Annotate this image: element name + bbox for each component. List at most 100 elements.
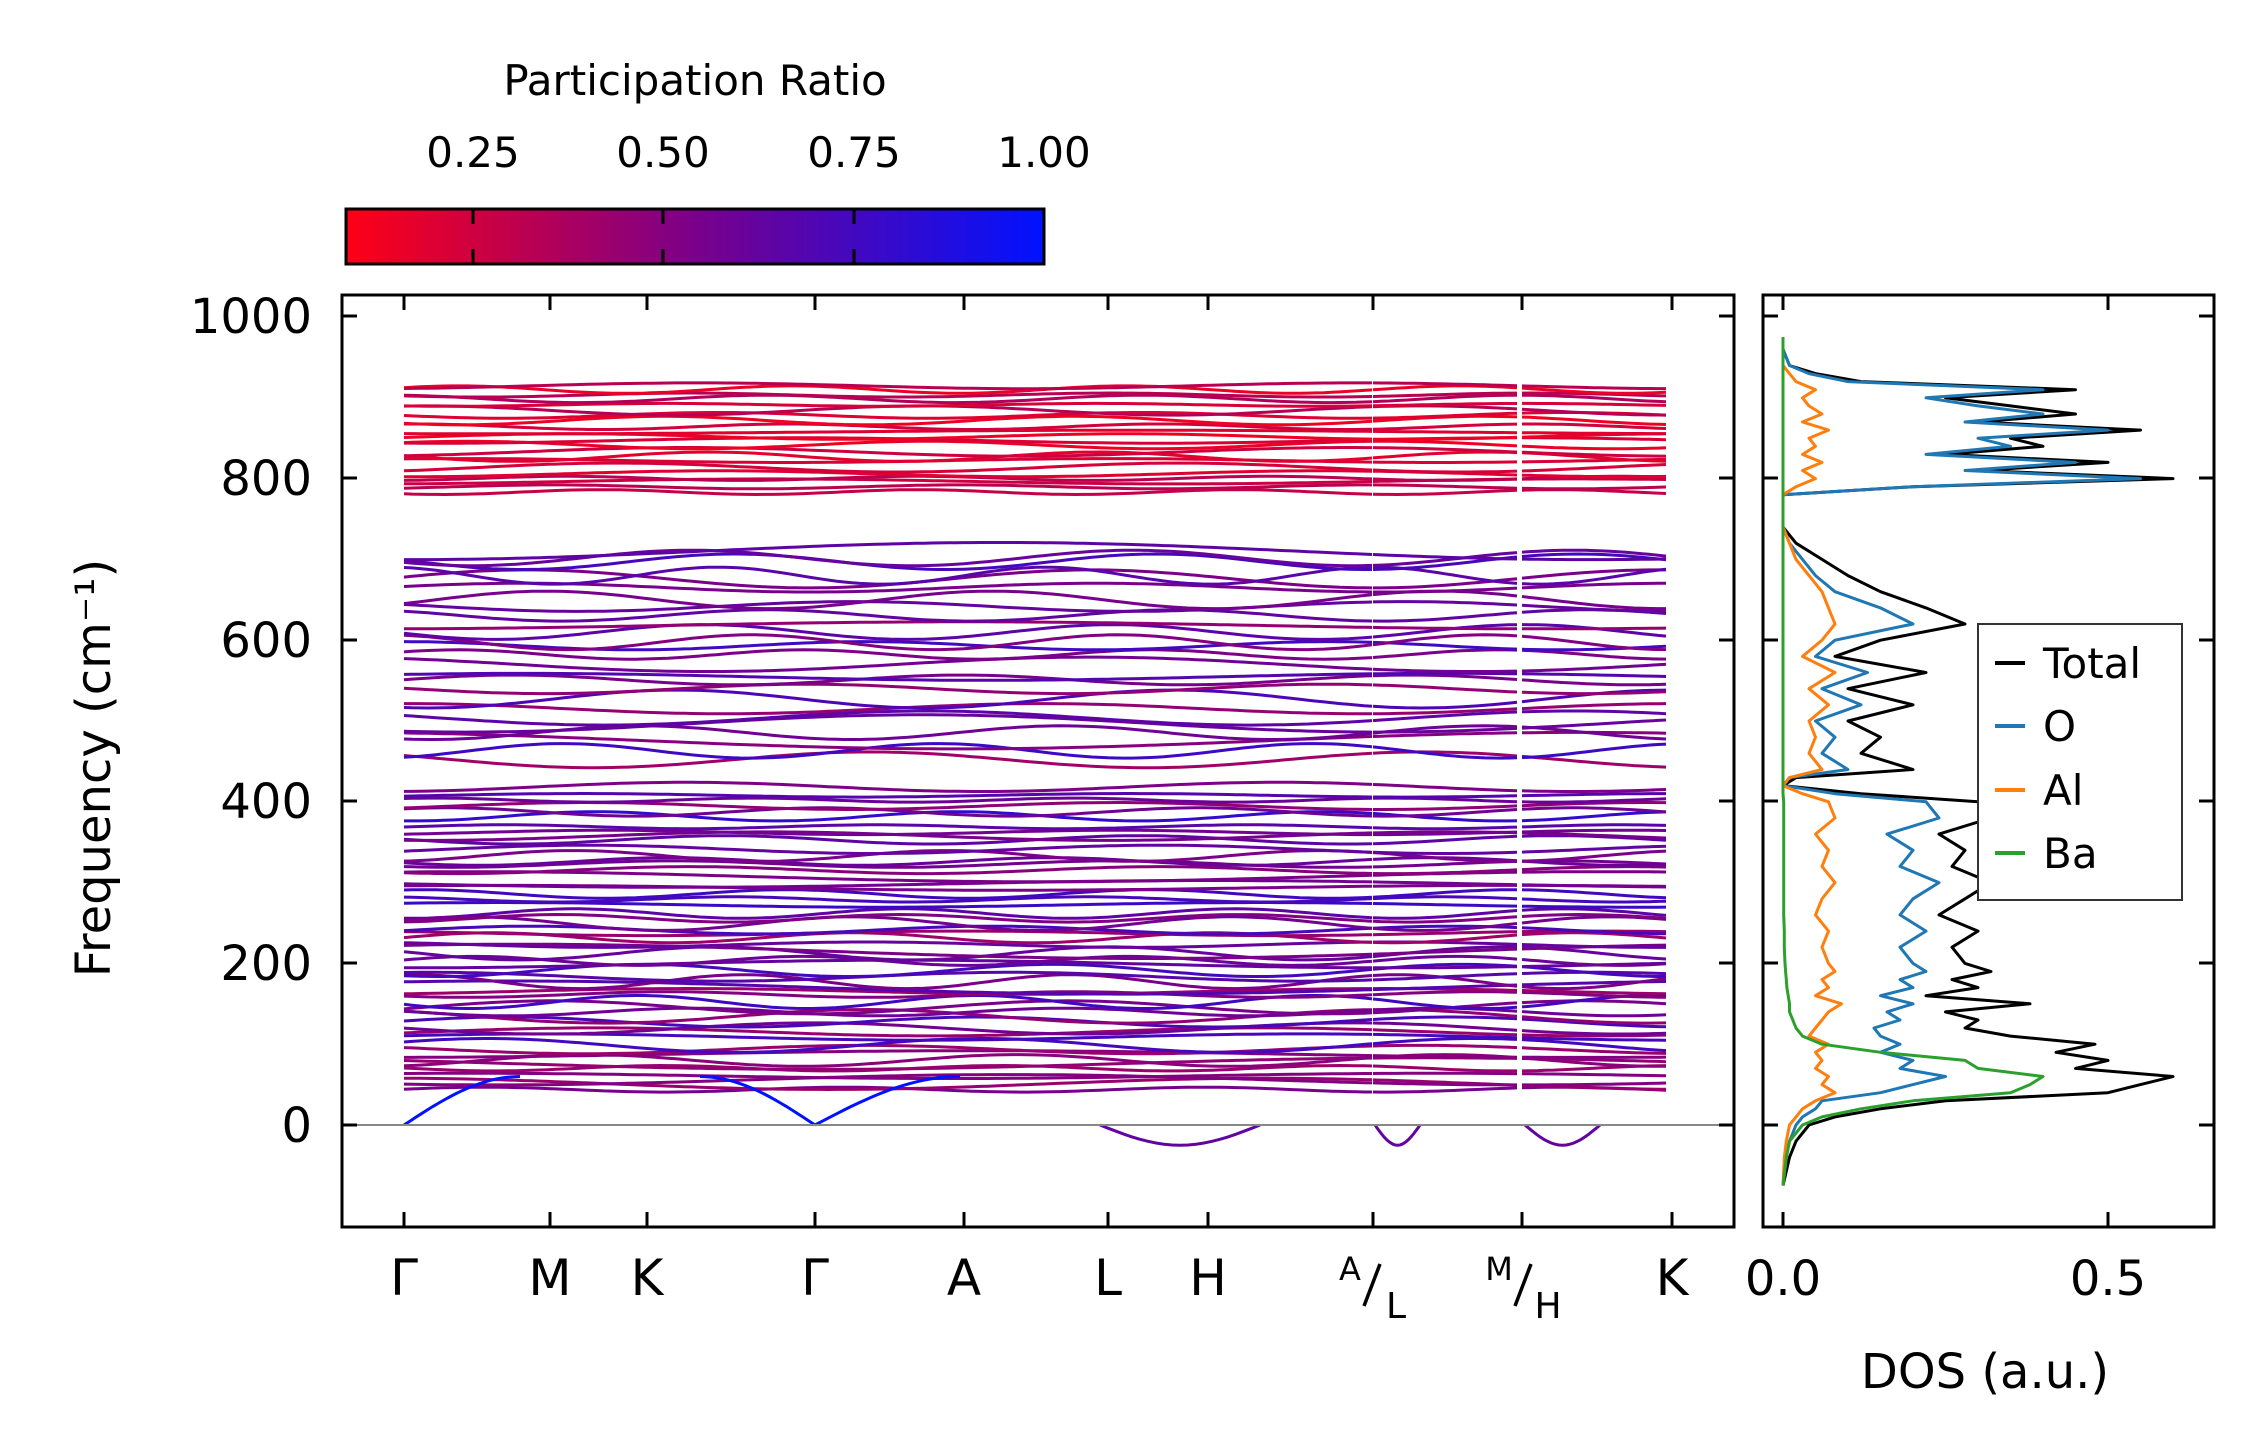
band-line-9 bbox=[1373, 439, 1518, 448]
band-line-18 bbox=[1521, 393, 1667, 404]
imaginary-mode-2 bbox=[1524, 1123, 1601, 1147]
band-line-75 bbox=[403, 1056, 1372, 1071]
band-line-34 bbox=[403, 648, 1373, 661]
kpoint-label-a-l-slash bbox=[1362, 1263, 1382, 1307]
band-line-7 bbox=[403, 450, 1373, 463]
band-line-103 bbox=[1521, 912, 1667, 920]
band-line-54 bbox=[403, 870, 1373, 884]
band-line-38 bbox=[1372, 625, 1517, 631]
imaginary-mode-0 bbox=[1099, 1123, 1261, 1147]
band-line-63 bbox=[403, 823, 1373, 831]
band-line-0 bbox=[1372, 488, 1518, 497]
band-line-40 bbox=[1521, 603, 1667, 613]
band-line-80 bbox=[1521, 1036, 1667, 1042]
band-line-0 bbox=[403, 488, 1373, 497]
band-line-83 bbox=[403, 1015, 1373, 1029]
band-line-67 bbox=[403, 796, 1373, 804]
band-line-86 bbox=[1521, 999, 1667, 1006]
band-line-40 bbox=[1372, 600, 1518, 607]
band-line-1 bbox=[403, 483, 1372, 491]
band-line-68 bbox=[403, 792, 1373, 799]
band-line-31 bbox=[1372, 673, 1518, 681]
band-line-4 bbox=[404, 469, 1373, 479]
band-line-53 bbox=[1372, 880, 1518, 887]
band-line-57 bbox=[1521, 859, 1667, 867]
band-line-26 bbox=[403, 713, 1373, 734]
band-line-55 bbox=[1372, 868, 1518, 876]
band-line-17 bbox=[1522, 401, 1667, 407]
band-line-55 bbox=[1521, 865, 1667, 872]
y-tick-label: 400 bbox=[220, 774, 312, 830]
kpoint-label-k: K bbox=[1656, 1249, 1690, 1307]
band-line-97 bbox=[403, 942, 1373, 960]
kpoint-labels: Γ M K Γ A L H K bbox=[390, 1249, 1690, 1307]
band-line-62 bbox=[403, 828, 1372, 837]
band-line-60 bbox=[1372, 834, 1518, 846]
band-line-29 bbox=[403, 688, 1373, 710]
band-line-12 bbox=[1372, 429, 1518, 435]
band-line-9 bbox=[403, 439, 1373, 451]
acoustic-branch-2 bbox=[814, 1075, 961, 1127]
band-line-10 bbox=[1522, 436, 1667, 442]
band-line-35 bbox=[403, 640, 1373, 652]
imaginary-mode-1 bbox=[1373, 1124, 1422, 1147]
kpoint-ticks bbox=[402, 295, 1674, 1227]
band-line-54 bbox=[1521, 870, 1667, 874]
band-line-31 bbox=[1521, 678, 1667, 687]
dos-x-ticks bbox=[1781, 295, 2110, 1227]
band-line-69 bbox=[404, 780, 1373, 793]
band-line-88 bbox=[403, 990, 1373, 999]
band-line-79 bbox=[1372, 1037, 1518, 1046]
colorbar-tick-label: 1.00 bbox=[997, 128, 1091, 177]
band-line-74 bbox=[1372, 1064, 1517, 1073]
band-line-42 bbox=[1373, 586, 1518, 594]
band-line-90 bbox=[1372, 983, 1518, 992]
band-line-20 bbox=[403, 384, 1373, 395]
band-line-2 bbox=[404, 477, 1373, 486]
dos-series-al bbox=[1781, 337, 1843, 1186]
band-line-41 bbox=[403, 589, 1373, 611]
band-line-68 bbox=[1373, 794, 1518, 799]
band-line-21 bbox=[1372, 381, 1518, 388]
band-line-58 bbox=[1521, 849, 1667, 863]
band-line-95 bbox=[1521, 958, 1667, 967]
band-line-97 bbox=[1372, 947, 1518, 956]
band-line-89 bbox=[1521, 989, 1667, 996]
band-line-76 bbox=[1521, 1056, 1666, 1068]
band-line-44 bbox=[403, 565, 1373, 586]
band-line-13 bbox=[1372, 422, 1518, 431]
band-line-30 bbox=[403, 682, 1373, 696]
band-line-50 bbox=[403, 895, 1373, 904]
band-line-89 bbox=[403, 987, 1372, 996]
band-line-78 bbox=[1372, 1043, 1518, 1050]
band-line-15 bbox=[1372, 411, 1518, 420]
band-line-102 bbox=[403, 915, 1373, 932]
kpoint-label-l: L bbox=[1094, 1249, 1122, 1307]
band-line-81 bbox=[1521, 1033, 1667, 1038]
band-line-67 bbox=[1521, 797, 1667, 804]
acoustic-branch-0 bbox=[403, 1075, 521, 1127]
band-line-83 bbox=[1372, 1015, 1518, 1021]
band-line-32 bbox=[1521, 672, 1667, 678]
band-line-98 bbox=[1521, 943, 1666, 949]
band-line-19 bbox=[1372, 391, 1517, 398]
band-line-101 bbox=[403, 924, 1373, 936]
band-line-69 bbox=[1521, 788, 1667, 793]
band-line-51 bbox=[1372, 888, 1517, 899]
band-plot-frame bbox=[340, 293, 1736, 1229]
kpoint-label-a-l: A L bbox=[1339, 1250, 1406, 1327]
band-line-78 bbox=[1521, 1046, 1667, 1055]
band-lines bbox=[403, 381, 1667, 1147]
band-line-59 bbox=[403, 843, 1373, 855]
band-line-27 bbox=[1521, 709, 1667, 716]
band-line-21 bbox=[403, 381, 1372, 391]
band-line-82 bbox=[1372, 1021, 1518, 1032]
band-line-0 bbox=[1521, 488, 1667, 495]
band-line-45 bbox=[1521, 552, 1667, 562]
band-line-61 bbox=[1521, 831, 1667, 840]
band-line-47 bbox=[404, 541, 1373, 562]
band-line-22 bbox=[1372, 750, 1518, 758]
band-line-63 bbox=[1372, 825, 1518, 831]
band-line-8 bbox=[1372, 446, 1518, 454]
band-line-64 bbox=[1521, 810, 1667, 823]
